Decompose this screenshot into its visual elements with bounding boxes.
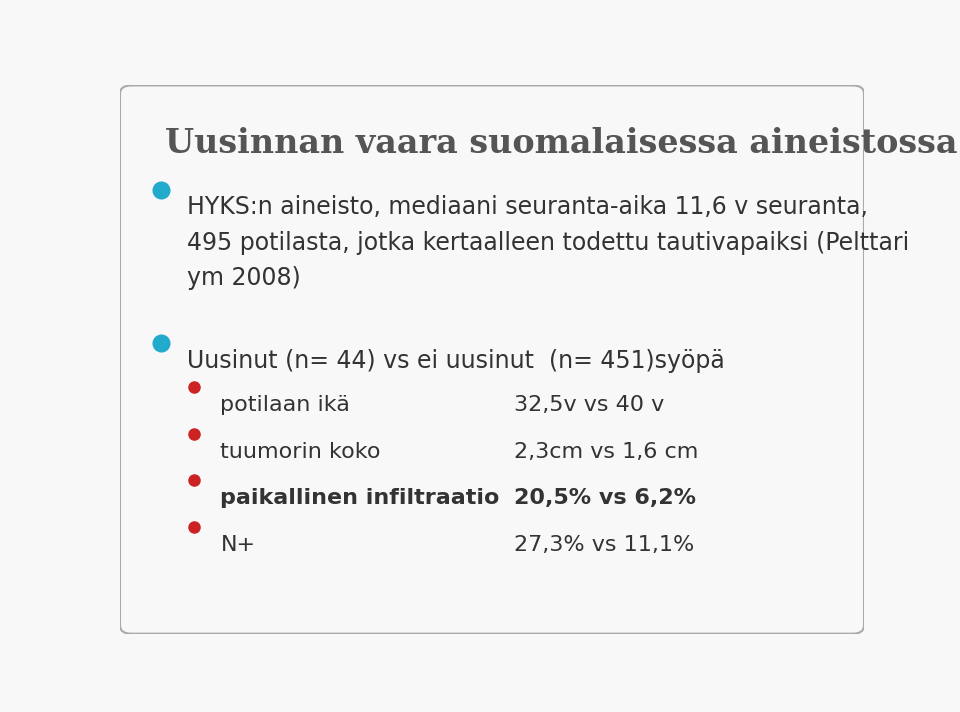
FancyBboxPatch shape xyxy=(120,85,864,634)
Text: 2,3cm vs 1,6 cm: 2,3cm vs 1,6 cm xyxy=(515,441,699,462)
Text: ym 2008): ym 2008) xyxy=(187,266,300,290)
Text: HYKS:n aineisto, mediaani seuranta-aika 11,6 v seuranta,: HYKS:n aineisto, mediaani seuranta-aika … xyxy=(187,195,868,219)
Text: tuumorin koko: tuumorin koko xyxy=(221,441,381,462)
Text: 495 potilasta, jotka kertaalleen todettu tautivapaiksi (Pelttari: 495 potilasta, jotka kertaalleen todettu… xyxy=(187,231,909,255)
Text: 20,5% vs 6,2%: 20,5% vs 6,2% xyxy=(515,488,696,508)
Text: Uusinnan vaara suomalaisessa aineistossa: Uusinnan vaara suomalaisessa aineistossa xyxy=(165,127,957,159)
Text: paikallinen infiltraatio: paikallinen infiltraatio xyxy=(221,488,500,508)
Text: N+: N+ xyxy=(221,535,255,555)
Text: 32,5v vs 40 v: 32,5v vs 40 v xyxy=(515,395,664,415)
Text: potilaan ikä: potilaan ikä xyxy=(221,395,350,415)
Text: 27,3% vs 11,1%: 27,3% vs 11,1% xyxy=(515,535,695,555)
Text: Uusinut (n= 44) vs ei uusinut  (n= 451)syöpä: Uusinut (n= 44) vs ei uusinut (n= 451)sy… xyxy=(187,349,725,372)
